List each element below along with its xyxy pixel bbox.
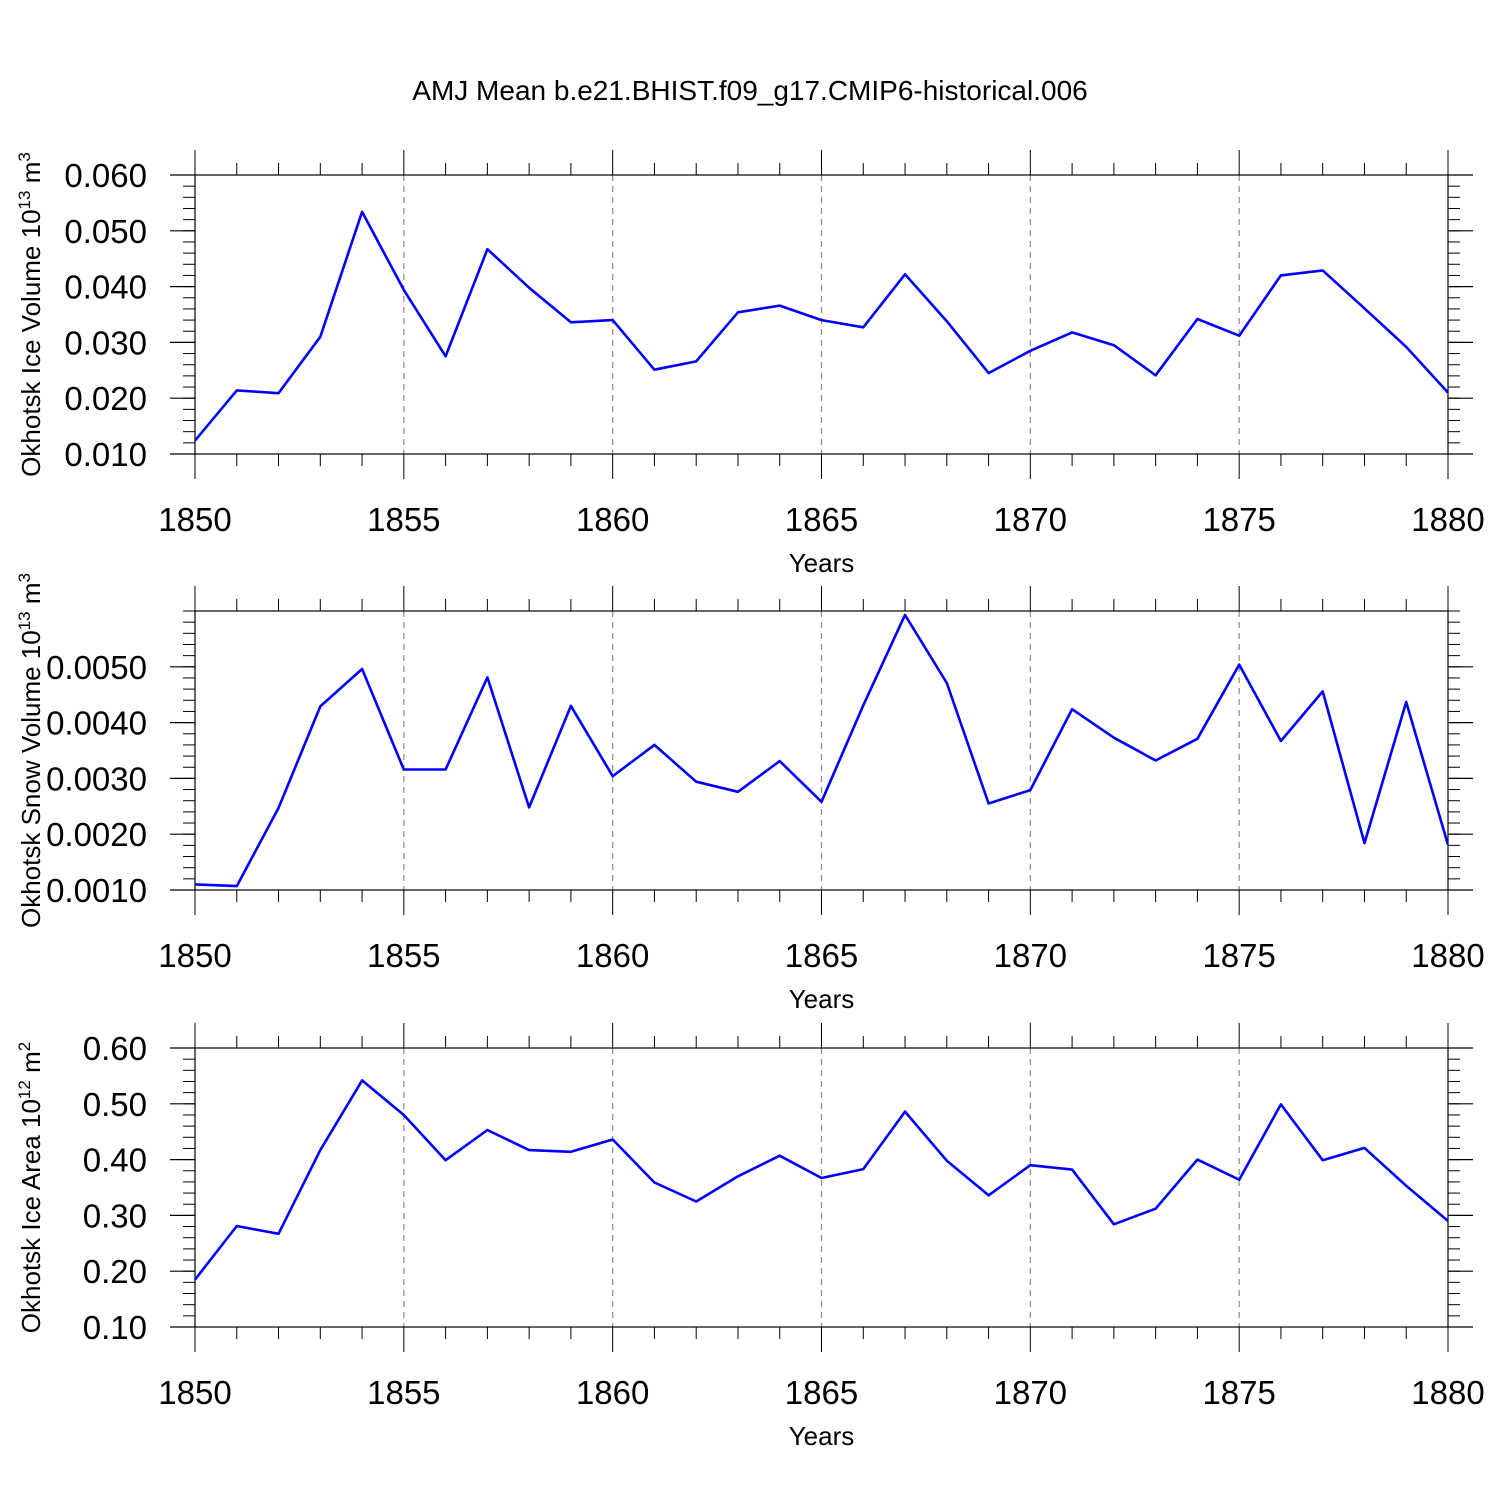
y-tick-label: 0.010 (64, 436, 147, 473)
x-tick-label: 1855 (367, 1374, 440, 1411)
x-tick-label: 1850 (158, 937, 231, 974)
y-axis-title: Okhotsk Ice Area 1012 m2 (15, 1042, 46, 1333)
y-tick-label: 0.20 (83, 1253, 147, 1290)
y-tick-label: 0.0040 (46, 705, 147, 742)
y-tick-label: 0.40 (83, 1142, 147, 1179)
x-tick-label: 1875 (1202, 1374, 1275, 1411)
series-line (195, 210, 1448, 442)
x-tick-label: 1880 (1411, 1374, 1484, 1411)
x-axis-title: Years (789, 984, 855, 1014)
y-tick-label: 0.0020 (46, 816, 147, 853)
x-axis-title: Years (789, 1421, 855, 1451)
x-tick-label: 1860 (576, 1374, 649, 1411)
series-line (195, 613, 1448, 888)
x-tick-label: 1850 (158, 501, 231, 538)
x-tick-label: 1865 (785, 1374, 858, 1411)
figure-title: AMJ Mean b.e21.BHIST.f09_g17.CMIP6-histo… (412, 75, 1087, 106)
x-tick-label: 1865 (785, 937, 858, 974)
y-tick-label: 0.020 (64, 380, 147, 417)
y-tick-label: 0.060 (64, 157, 147, 194)
x-tick-label: 1865 (785, 501, 858, 538)
y-tick-label: 0.10 (83, 1309, 147, 1346)
panel-3: 0.10 0.20 0.30 0.40 0.50 0.60 1850 1855 1860 1865… (15, 1023, 1485, 1451)
x-tick-label: 1860 (576, 501, 649, 538)
x-tick-label: 1860 (576, 937, 649, 974)
y-tick-label: 0.30 (83, 1197, 147, 1234)
x-tick-label: 1875 (1202, 937, 1275, 974)
x-tick-label: 1855 (367, 937, 440, 974)
y-tick-label: 0.030 (64, 324, 147, 361)
x-tick-label: 1880 (1411, 937, 1484, 974)
y-tick-label: 0.050 (64, 213, 147, 250)
y-tick-label: 0.040 (64, 269, 147, 306)
x-tick-label: 1875 (1202, 501, 1275, 538)
x-tick-label: 1870 (994, 1374, 1067, 1411)
series-line (195, 1079, 1448, 1281)
y-tick-label: 0.50 (83, 1086, 147, 1123)
x-axis-title: Years (789, 548, 855, 578)
y-tick-label: 0.0050 (46, 649, 147, 686)
y-axis-title: Okhotsk Snow Volume 1013 m3 (15, 573, 46, 928)
x-tick-label: 1855 (367, 501, 440, 538)
x-tick-label: 1850 (158, 1374, 231, 1411)
y-tick-label: 0.0030 (46, 760, 147, 797)
y-axis-title: Okhotsk Ice Volume 1013 m3 (15, 152, 46, 477)
panel-2: 0.0010 0.0020 0.0030 0.0040 0.0050 1850 1855 18… (15, 573, 1485, 1014)
x-tick-label: 1880 (1411, 501, 1484, 538)
panel-1: 0.010 0.020 0.030 0.040 0.050 0.060 1850 1855 18… (15, 150, 1485, 578)
x-tick-label: 1870 (994, 501, 1067, 538)
x-tick-label: 1870 (994, 937, 1067, 974)
y-tick-label: 0.0010 (46, 872, 147, 909)
y-tick-label: 0.60 (83, 1030, 147, 1067)
